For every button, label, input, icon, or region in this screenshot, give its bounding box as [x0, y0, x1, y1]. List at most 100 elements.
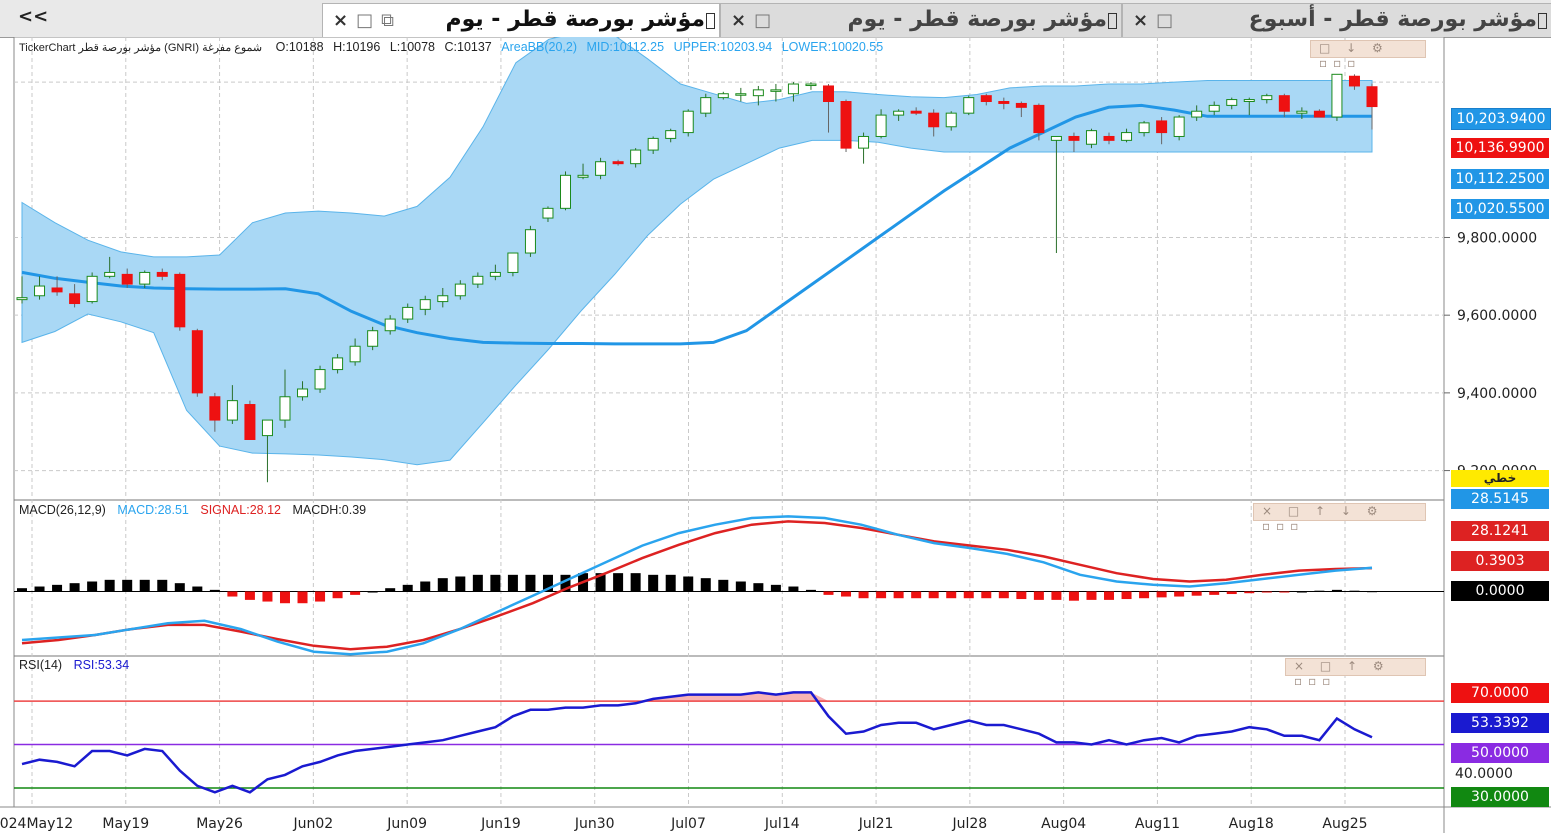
- macd-hist-bar: [718, 579, 729, 592]
- candle-body: [560, 174, 572, 209]
- bb-mid-value: MID:10112.25: [586, 40, 665, 54]
- macd-hist-bar: [420, 581, 431, 592]
- tab-weekly[interactable]: ×□ مؤشر بورصة قطر - أسبوع: [1122, 3, 1551, 37]
- candle-body: [524, 229, 536, 254]
- collapse-button[interactable]: <<: [0, 0, 320, 36]
- macd-hist-bar: [192, 586, 203, 592]
- rsi-panel-toolbar[interactable]: × □ ↑ ⚙ ▫▫▫: [1285, 658, 1426, 688]
- candle-body: [419, 299, 431, 310]
- macd-hist-bar: [1191, 591, 1202, 596]
- candle-body: [1296, 110, 1308, 114]
- macd-hist-bar: [122, 579, 133, 592]
- rsi-30-badge: 30.0000: [1451, 787, 1549, 807]
- candle-body: [86, 275, 98, 303]
- bb-upper-badge: 10,203.9400: [1451, 108, 1551, 130]
- macd-hist-bar: [630, 573, 641, 592]
- chart-canvas[interactable]: 2024May12 May19 May26 Jun02 Jun09 Jun19 Jun30 J…: [0, 37, 1551, 833]
- macd-hist-bar: [841, 591, 852, 597]
- candle-body: [1085, 130, 1097, 145]
- macd-hist-bar: [595, 573, 606, 592]
- macd-hist-bar: [700, 578, 711, 592]
- maximize-icon[interactable]: □: [754, 10, 780, 31]
- candle-body: [752, 89, 764, 97]
- macd-hist-bar: [1367, 591, 1377, 593]
- macd-hist-bar: [139, 579, 150, 592]
- macd-hist-bar: [1068, 591, 1079, 601]
- macd-hist-bar: [1156, 591, 1167, 598]
- candle-body: [875, 114, 887, 137]
- candle-body: [1068, 135, 1080, 141]
- candle-body: [16, 297, 28, 301]
- tab-daily-active[interactable]: ×□⧉ مؤشر بورصة قطر - يوم: [322, 3, 720, 38]
- rsi-line: [21, 691, 1373, 794]
- candle-body: [612, 161, 624, 165]
- macd-badge: 28.5145: [1451, 489, 1549, 509]
- candle-body: [735, 93, 747, 96]
- candle-body: [367, 330, 379, 347]
- candle-body: [805, 83, 817, 87]
- price-panel-toolbar[interactable]: □ ↓ ⚙ ▫▫▫: [1310, 40, 1426, 70]
- candle-body: [1261, 95, 1273, 101]
- macd-hist-bar: [946, 591, 957, 599]
- x-tick-label: Jun09: [386, 816, 427, 832]
- macd-hist-bar: [262, 591, 273, 602]
- indicator-name: AreaBB(20,2): [501, 40, 577, 54]
- candle-body: [1278, 95, 1290, 112]
- macd-hist-bar: [1104, 591, 1115, 600]
- candle-body: [244, 404, 256, 440]
- candle-body: [139, 271, 151, 285]
- candle-body: [34, 285, 46, 297]
- macd-hist-bar: [174, 583, 185, 592]
- x-tick-label: May19: [102, 816, 149, 832]
- candle-body: [893, 110, 905, 116]
- float-icon[interactable]: ⧉: [381, 10, 402, 31]
- candle-body: [1173, 116, 1185, 137]
- candle-body: [840, 101, 852, 149]
- candle-body: [1191, 110, 1203, 118]
- macd-hist-bar: [683, 576, 694, 592]
- candle-body: [717, 93, 729, 99]
- candle-body: [297, 388, 309, 398]
- candle-body: [910, 110, 922, 114]
- candle-body: [226, 400, 238, 421]
- candle-body: [384, 318, 396, 332]
- bb-mid-badge: 10,112.2500: [1451, 169, 1549, 189]
- maximize-icon[interactable]: □: [356, 10, 382, 31]
- candle-body: [279, 396, 291, 421]
- candle-body: [261, 419, 273, 437]
- bb-lower-value: LOWER:10020.55: [781, 40, 884, 54]
- rsi-50-badge: 50.0000: [1451, 743, 1549, 763]
- macd-hist-bar: [332, 591, 343, 599]
- candle-body: [104, 271, 116, 277]
- macd-hist-bar: [1139, 591, 1150, 599]
- x-tick-label: Jun30: [574, 816, 615, 832]
- candle-body: [787, 83, 799, 95]
- maximize-icon[interactable]: □: [1156, 10, 1182, 31]
- close-icon[interactable]: ×: [333, 10, 357, 31]
- macd-hist-bar: [560, 574, 571, 592]
- rsi-value-badge: 53.3392: [1451, 713, 1549, 733]
- close-icon[interactable]: ×: [1133, 10, 1157, 31]
- tab-daily[interactable]: ×□ مؤشر بورصة قطر - يوم: [720, 3, 1122, 37]
- macd-hist-bar: [52, 584, 63, 592]
- candle-body: [1208, 104, 1220, 112]
- candle-body: [472, 275, 484, 285]
- candle-body: [174, 273, 186, 328]
- macd-hist-bar: [1174, 591, 1185, 597]
- line-type-label[interactable]: خطي: [1451, 470, 1549, 487]
- close-icon[interactable]: ×: [731, 10, 755, 31]
- x-tick-label: May26: [196, 816, 243, 832]
- candle-body: [1366, 86, 1378, 108]
- macd-hist-bar: [227, 591, 238, 597]
- macd-hist-bar: [1349, 590, 1360, 592]
- x-tick-label: Jun19: [480, 816, 521, 832]
- rsi-40-tick: 40.0000: [1455, 766, 1513, 782]
- macd-hist-bar: [1086, 591, 1097, 600]
- macd-hist-bar: [613, 573, 624, 592]
- macd-panel-toolbar[interactable]: × □ ↑ ↓ ⚙ ▫▫▫: [1253, 503, 1426, 533]
- x-tick-label: Jul07: [670, 816, 706, 832]
- candle-body: [1226, 99, 1238, 106]
- candle-body: [51, 287, 63, 293]
- candle-body: [121, 273, 133, 285]
- macd-hist-bar: [1244, 591, 1255, 594]
